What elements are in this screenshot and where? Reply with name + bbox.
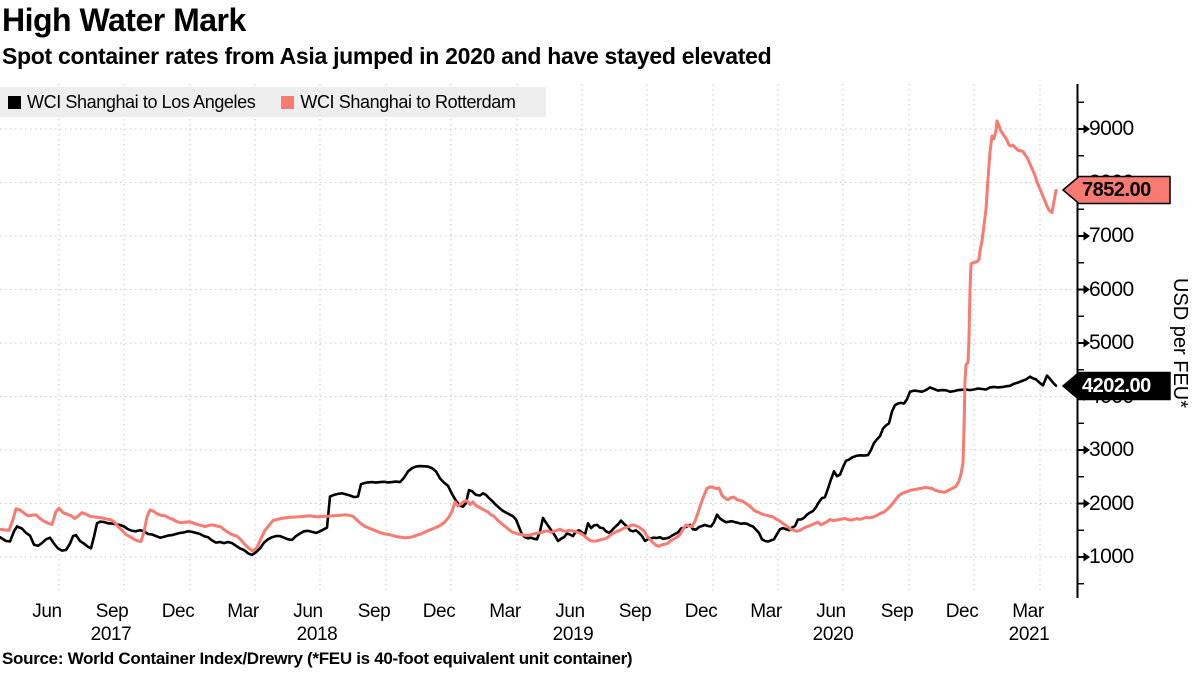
y-tick-label: 3000	[1089, 438, 1134, 461]
tag-pointer-shape	[1062, 371, 1171, 400]
series-end-value-tag-los-angeles: 4202.00	[1062, 371, 1172, 401]
y-axis-tick-arrow-icon	[1083, 552, 1090, 562]
x-tick-label-month: Sep	[357, 601, 391, 622]
y-axis-title: USD per FEU*	[1169, 277, 1191, 409]
source-note: Source: World Container Index/Drewry (*F…	[2, 649, 633, 668]
y-axis-tick-arrow-icon	[1083, 499, 1090, 508]
y-axis-tick-arrow-icon	[1083, 124, 1090, 134]
legend-swatch-icon	[8, 95, 21, 109]
y-axis-tick-arrow-icon	[1083, 338, 1090, 348]
x-tick-label-month: Jun	[555, 601, 585, 622]
legend-item-rotterdam: WCI Shanghai to Rotterdam	[281, 91, 516, 113]
series-line-rotterdam	[0, 119, 1058, 553]
x-tick-label-month: Jun	[816, 601, 846, 622]
legend-label: WCI Shanghai to Rotterdam	[300, 91, 516, 112]
x-tick-label-year: 2021	[1008, 624, 1050, 645]
x-tick-label-month: Dec	[422, 601, 456, 622]
chart-canvas	[0, 84, 1090, 598]
x-tick-label-year: 2018	[296, 624, 338, 645]
y-tick-label: 1000	[1089, 545, 1134, 568]
x-tick-label-year: 2020	[812, 624, 854, 645]
y-tick-label: 7000	[1089, 224, 1134, 247]
legend: WCI Shanghai to Los Angeles WCI Shanghai …	[0, 87, 546, 117]
tag-pointer-shape	[1062, 176, 1171, 205]
tag-value: 7852.00	[1082, 179, 1151, 202]
page-title: High Water Mark	[2, 2, 246, 38]
x-tick-label-month: Dec	[684, 601, 718, 622]
series-end-value-tag-rotterdam: 7852.00	[1062, 175, 1172, 205]
chart-subtitle: Spot container rates from Asia jumped in…	[2, 43, 772, 69]
x-tick-label-month: Dec	[161, 601, 195, 622]
y-tick-label: 2000	[1089, 491, 1134, 515]
tag-value: 4202.00	[1082, 374, 1151, 397]
x-tick-label-year: 2019	[552, 624, 594, 645]
y-tick-label: 6000	[1089, 277, 1134, 301]
x-tick-label-month: Mar	[227, 601, 259, 622]
legend-swatch-icon	[281, 95, 295, 109]
legend-label: WCI Shanghai to Los Angeles	[27, 91, 256, 112]
x-tick-label-month: Sep	[880, 601, 914, 622]
x-tick-label-month: Jun	[32, 601, 62, 622]
x-tick-label-month: Dec	[945, 601, 979, 622]
y-tick-label: 5000	[1089, 331, 1134, 354]
y-axis-tick-arrow-icon	[1083, 285, 1090, 294]
x-tick-label-month: Mar	[489, 601, 521, 622]
x-tick-label-month: Mar	[1012, 601, 1044, 622]
legend-item-los-angeles: WCI Shanghai to Los Angeles	[8, 91, 256, 113]
y-tick-label: 9000	[1089, 117, 1134, 140]
y-axis-tick-arrow-icon	[1083, 231, 1090, 241]
x-tick-label-month: Sep	[618, 601, 652, 622]
series-line-los-angeles	[0, 374, 1058, 557]
x-tick-label-month: Mar	[750, 601, 782, 622]
x-tick-label-month: Sep	[95, 601, 129, 622]
x-tick-label-year: 2017	[90, 624, 132, 645]
x-tick-label-month: Jun	[293, 601, 323, 622]
y-axis-tick-arrow-icon	[1083, 445, 1090, 455]
